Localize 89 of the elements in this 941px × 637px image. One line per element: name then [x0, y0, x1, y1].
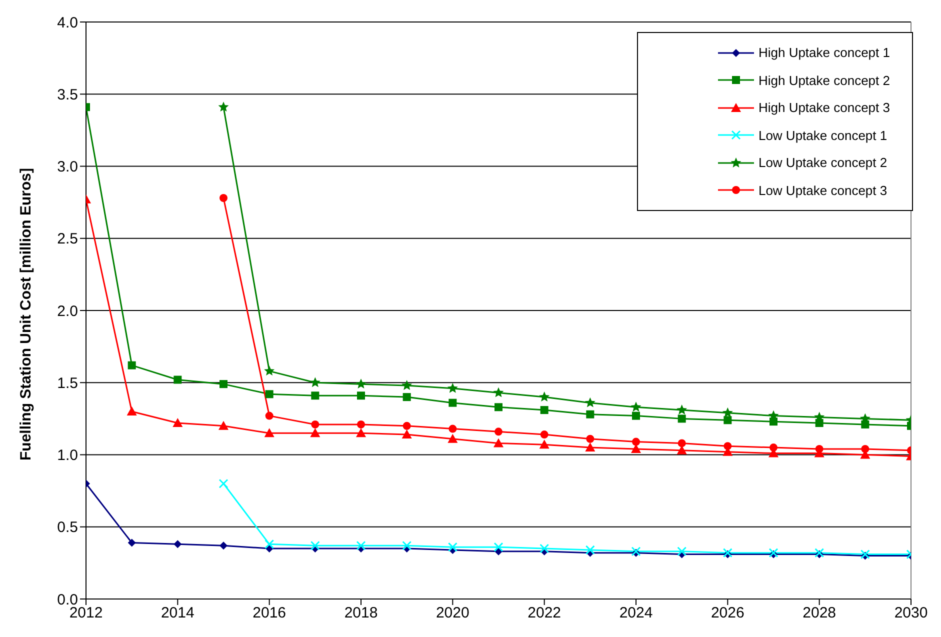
point: [632, 412, 640, 420]
point: [540, 544, 550, 554]
point: [584, 397, 596, 408]
point: [586, 434, 594, 443]
point: [218, 420, 228, 430]
y-tick-label: 4.0: [57, 14, 78, 32]
point: [448, 398, 457, 407]
point: [402, 540, 412, 550]
point: [630, 402, 642, 412]
point: [356, 428, 366, 438]
point: [128, 361, 136, 370]
point: [539, 392, 550, 402]
point: [448, 434, 458, 443]
point: [310, 540, 320, 550]
point: [448, 424, 457, 433]
point: [493, 387, 504, 398]
legend-label: High Uptake concept 3: [758, 100, 890, 116]
point: [494, 428, 502, 436]
point: [264, 539, 274, 549]
point: [265, 412, 274, 420]
point: [494, 542, 504, 552]
point: [494, 403, 502, 412]
point: [402, 380, 412, 390]
point: [311, 420, 320, 428]
x-tick-label: 2030: [894, 604, 928, 622]
point: [586, 410, 594, 418]
point: [770, 444, 778, 452]
y-tick-label: 0.5: [57, 519, 78, 536]
y-tick-label: 1.5: [57, 374, 78, 392]
point: [494, 438, 504, 448]
point: [356, 378, 366, 389]
point: [264, 428, 274, 438]
y-axis-title: Fuelling Station Unit Cost [million Euros]: [17, 168, 34, 460]
x-tick-label: 2018: [344, 604, 378, 622]
point: [815, 444, 824, 453]
point: [218, 102, 229, 112]
point: [220, 194, 228, 202]
y-tick-label: 2.0: [57, 302, 78, 320]
x-tick-label: 2024: [619, 604, 653, 622]
point: [174, 540, 182, 548]
y-tick-label: 2.5: [57, 230, 78, 248]
point: [722, 407, 733, 418]
x-tick-label: 2020: [436, 604, 470, 622]
point: [311, 392, 320, 400]
point: [310, 428, 320, 438]
point: [724, 442, 732, 450]
point: [174, 376, 182, 384]
point: [220, 542, 228, 550]
point: [676, 404, 688, 414]
x-tick-label: 2016: [252, 604, 286, 622]
point: [585, 545, 595, 555]
point: [128, 538, 136, 547]
point: [126, 406, 137, 416]
point: [402, 430, 412, 439]
point: [585, 442, 596, 452]
legend-label: Low Uptake concept 3: [758, 182, 888, 198]
point: [540, 406, 548, 414]
point: [448, 542, 458, 552]
y-tick-label: 1.0: [57, 447, 78, 464]
point: [539, 440, 550, 449]
x-tick-label: 2014: [160, 604, 194, 622]
point: [632, 438, 640, 446]
point: [264, 366, 275, 376]
legend-label: Low Uptake concept 2: [758, 155, 888, 170]
point: [218, 478, 228, 488]
point: [861, 444, 870, 453]
point: [265, 390, 274, 398]
x-tick-label: 2028: [802, 604, 836, 622]
point: [357, 392, 365, 400]
point: [172, 418, 183, 428]
legend-label: High Uptake concept 1: [758, 45, 890, 60]
y-tick-label: 3.5: [57, 86, 78, 104]
point: [402, 393, 411, 402]
legend-label: High Uptake concept 2: [758, 72, 890, 88]
point: [540, 430, 548, 439]
point: [678, 439, 686, 448]
point: [356, 540, 366, 550]
point: [220, 380, 228, 388]
point: [678, 414, 686, 423]
legend-label: Low Uptake concept 1: [758, 128, 888, 143]
x-tick-label: 2022: [528, 604, 562, 622]
point: [447, 382, 458, 393]
point: [310, 377, 320, 388]
x-tick-label: 2026: [710, 604, 744, 622]
y-tick-label: 3.0: [57, 158, 78, 176]
point: [724, 416, 732, 424]
point: [402, 422, 411, 430]
point: [357, 420, 365, 428]
point: [677, 546, 687, 556]
